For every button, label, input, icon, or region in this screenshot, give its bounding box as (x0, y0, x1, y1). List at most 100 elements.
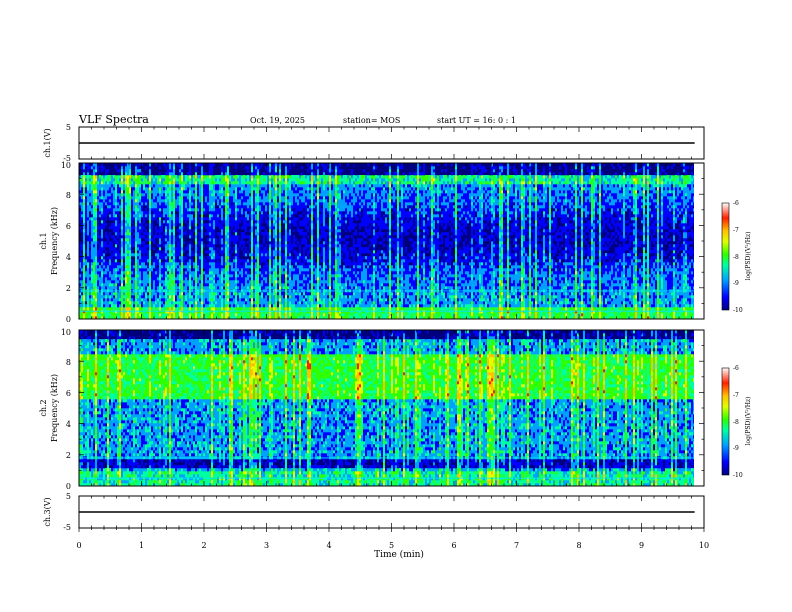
spectrogram-cell (193, 307, 195, 311)
spectrogram-cell (185, 166, 187, 170)
spectrogram-cell (133, 259, 135, 263)
spectrogram-cell (121, 274, 123, 278)
spectrogram-cell (147, 232, 149, 236)
spectrogram-cell (161, 217, 163, 221)
spectrogram-cell (219, 199, 221, 203)
spectrogram-cell (255, 199, 257, 203)
spectrogram-cell (129, 292, 131, 296)
spectrogram-cell (219, 265, 221, 269)
spectrogram-cell (153, 247, 155, 251)
spectrogram-cell (267, 238, 269, 242)
spectrogram-cell (187, 274, 189, 278)
spectrogram-cell (133, 190, 135, 194)
spectrogram-cell (133, 178, 135, 182)
spectrogram-cell (177, 190, 179, 194)
spectrogram-cell (223, 187, 225, 191)
spectrogram-cell (109, 262, 111, 266)
spectrogram-cell (97, 232, 99, 236)
spectrogram-cell (83, 295, 85, 299)
spectrogram-cell (143, 223, 145, 227)
spectrogram-cell (99, 223, 101, 227)
spectrogram-cell (107, 217, 109, 221)
spectrogram-cell (249, 262, 251, 266)
spectrogram-cell (169, 217, 171, 221)
spectrogram-cell (149, 190, 151, 194)
spectrogram-cell (137, 286, 139, 290)
spectrogram-cell (143, 235, 145, 239)
spectrogram-cell (273, 232, 275, 236)
spectrogram-cell (187, 202, 189, 206)
spectrogram-cell (253, 277, 255, 281)
spectrogram-cell (151, 277, 153, 281)
spectrogram-cell (181, 211, 183, 215)
spectrogram-cell (117, 223, 119, 227)
spectrogram-cell (117, 280, 119, 284)
spectrogram-cell (229, 256, 231, 260)
spectrogram-cell (109, 205, 111, 209)
spectrogram-cell (253, 301, 255, 305)
spectrogram-cell (89, 253, 91, 257)
spectrogram-cell (137, 220, 139, 224)
spectrogram-cell (159, 313, 161, 317)
spectrogram-cell (129, 199, 131, 203)
spectrogram-cell (227, 187, 229, 191)
spectrogram-cell (177, 313, 179, 317)
spectrogram-cell (133, 244, 135, 248)
spectrogram-cell (125, 208, 127, 212)
spectrogram-cell (145, 163, 147, 167)
spectrogram-cell (153, 181, 155, 185)
spectrogram-cell (105, 211, 107, 215)
spectrogram-cell (185, 244, 187, 248)
spectrogram-cell (135, 220, 137, 224)
spectrogram-cell (211, 250, 213, 254)
spectrogram-cell (109, 265, 111, 269)
spectrogram-cell (231, 271, 233, 275)
spectrogram-cell (181, 184, 183, 188)
spectrogram-cell (169, 313, 171, 317)
spectrogram-cell (101, 217, 103, 221)
spectrogram-cell (197, 298, 199, 302)
spectrogram-cell (221, 244, 223, 248)
spectrogram-cell (179, 229, 181, 233)
spectrogram-cell (109, 277, 111, 281)
spectrogram-cell (227, 304, 229, 308)
spectrogram-cell (195, 205, 197, 209)
spectrogram-cell (141, 244, 143, 248)
spectrogram-cell (149, 202, 151, 206)
spectrogram-cell (137, 199, 139, 203)
spectrogram-cell (85, 226, 87, 230)
spectrogram-cell (277, 286, 279, 290)
spectrogram-cell (277, 256, 279, 260)
spectrogram-cell (137, 280, 139, 284)
spectrogram-cell (251, 280, 253, 284)
spectrogram-cell (155, 277, 157, 281)
spectrogram-cell (175, 274, 177, 278)
spectrogram-cell (257, 163, 259, 167)
spectrogram-cell (233, 211, 235, 215)
spectrogram-cell (211, 247, 213, 251)
spectrogram-cell (253, 307, 255, 311)
spectrogram-cell (223, 292, 225, 296)
spectrogram-cell (183, 301, 185, 305)
spectrogram-cell (103, 292, 105, 296)
spectrogram-cell (165, 166, 167, 170)
spectrogram-cell (257, 178, 259, 182)
spectrogram-cell (257, 286, 259, 290)
spectrogram-cell (177, 238, 179, 242)
spectrogram-cell (181, 250, 183, 254)
spectrogram-cell (277, 238, 279, 242)
spectrogram-cell (213, 301, 215, 305)
spectrogram-cell (149, 262, 151, 266)
spectrogram-cell (81, 193, 83, 197)
spectrogram-cell (259, 283, 261, 287)
spectrogram-cell (273, 178, 275, 182)
spectrogram-cell (85, 181, 87, 185)
spectrogram-cell (193, 265, 195, 269)
spectrogram-cell (175, 226, 177, 230)
spectrogram-cell (153, 283, 155, 287)
spectrogram-cell (129, 274, 131, 278)
spectrogram-cell (107, 253, 109, 257)
spectrogram-cell (121, 286, 123, 290)
spectrogram-cell (205, 313, 207, 317)
spectrogram-cell (89, 211, 91, 215)
